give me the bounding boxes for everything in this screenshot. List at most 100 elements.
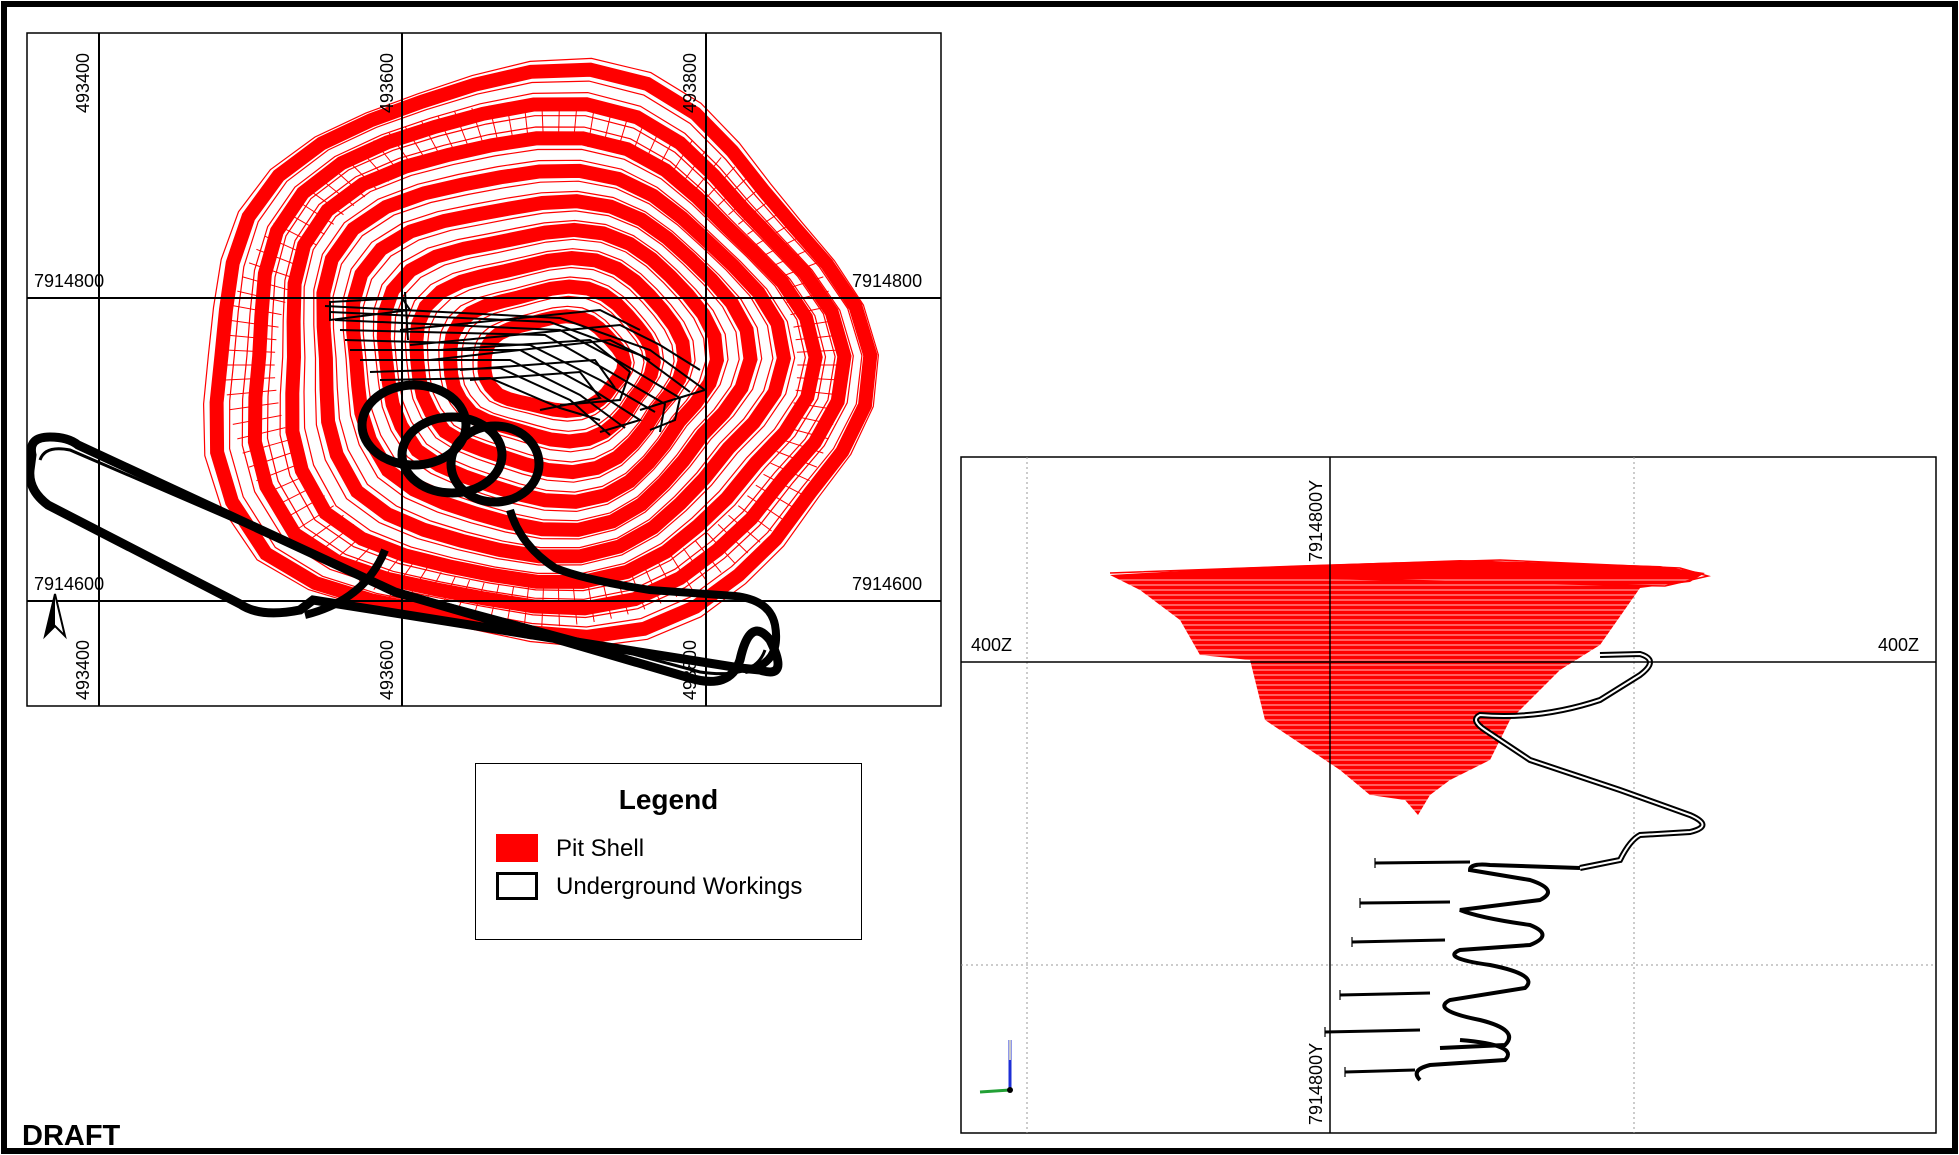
pit-bench-contour — [472, 305, 635, 422]
legend-label-underground-workings: Underground Workings — [556, 873, 803, 900]
pit-bench-tick — [796, 377, 841, 381]
pit-bench-tick — [229, 319, 279, 328]
pit-bench-tick — [763, 235, 802, 257]
pit-bench-tick — [683, 148, 708, 182]
draft-stamp: DRAFT — [22, 1120, 121, 1152]
pit-bench-tick — [256, 248, 302, 268]
pit-bench-contour — [285, 131, 823, 589]
legend-swatch-pit-shell — [496, 834, 538, 862]
pit-bench-tick — [264, 235, 309, 257]
pit-bench-tick — [747, 210, 783, 235]
pit-bench-tick — [305, 187, 344, 216]
section-y-label-top: 7914800Y — [1306, 479, 1326, 562]
pit-bench-tick — [786, 427, 829, 440]
pit-bench-tick — [670, 140, 693, 175]
pit-bench-tick — [232, 414, 282, 425]
pit-bench-tick — [781, 276, 824, 291]
pit-bench-tick — [706, 532, 736, 564]
pit-bench-contour — [266, 115, 836, 600]
pit-bench-tick — [557, 586, 560, 627]
pit-bench-contour — [443, 279, 661, 449]
pit-bench-tick — [790, 305, 834, 316]
pit-bench-tick — [776, 262, 818, 279]
axis-triad-icon — [979, 1040, 1013, 1094]
pit-bench-tick — [248, 262, 296, 279]
pit-bench-tick — [755, 484, 793, 508]
pit-bench-contour — [202, 57, 880, 648]
pit-bench-tick — [793, 402, 837, 411]
pit-bench-tick — [264, 473, 309, 495]
pit-bench-contour — [313, 159, 796, 566]
pit-bench-tick — [523, 102, 529, 143]
pit-bench-tick — [776, 451, 818, 468]
pit-bench-contour — [426, 266, 675, 463]
pit-bench-tick — [793, 319, 837, 328]
pit-bench-contour — [303, 148, 806, 574]
pit-bench-tick — [587, 107, 595, 148]
pit-bench-tick — [747, 495, 783, 520]
plan-grid — [27, 33, 941, 706]
pit-bench-tick — [781, 439, 824, 454]
pit-bench-tick — [616, 115, 629, 154]
pit-bench-tick — [630, 120, 646, 158]
pit-bench-tick — [763, 473, 802, 495]
pit-bench-tick — [737, 505, 772, 532]
pit-bench-tick — [523, 587, 529, 628]
northing-label-right-2: 7914600 — [852, 574, 923, 594]
pit-bench-tick — [657, 132, 678, 169]
pit-bench-tick — [226, 334, 277, 341]
section-view-panel — [960, 456, 1937, 1134]
pit-bench-contour — [209, 62, 878, 644]
pit-bench-tick — [437, 115, 456, 154]
pit-bench-tick — [728, 187, 761, 216]
underground-workings-section — [1324, 650, 1706, 1082]
pit-bench-contour — [241, 91, 854, 619]
pit-bench-tick — [717, 176, 749, 206]
pit-bench-tick — [644, 126, 662, 164]
pit-bench-tick — [225, 377, 276, 381]
pit-bench-tick — [506, 103, 515, 144]
pit-shell-plan — [202, 57, 880, 648]
northing-label-left-2: 7914600 — [34, 574, 105, 594]
section-grid — [961, 457, 1936, 1133]
pit-bench-tick — [226, 389, 277, 396]
legend-title: Legend — [618, 784, 719, 815]
pit-bench-tick — [695, 157, 722, 190]
legend-label-pit-shell: Pit Shell — [556, 835, 645, 862]
pit-bench-tick — [770, 462, 810, 482]
section-y-label-bottom: 7914800Y — [1306, 1042, 1326, 1125]
pit-bench-contour — [477, 309, 632, 419]
pit-bench-tick — [717, 524, 749, 554]
pit-bench-tick — [237, 290, 286, 303]
pit-bench-tick — [644, 566, 662, 604]
pit-bench-tick — [317, 176, 355, 206]
easting-label-top-1: 493400 — [73, 52, 93, 113]
section-z-label-left: 400Z — [971, 635, 1013, 655]
north-arrow-icon — [43, 593, 67, 640]
easting-label-top-3: 493800 — [680, 52, 700, 113]
pit-bench-contour — [438, 276, 665, 453]
pit-bench-tick — [317, 524, 355, 554]
pit-bench-tick — [796, 349, 841, 353]
pit-bench-tick — [305, 514, 344, 543]
pit-bench-tick — [229, 402, 279, 411]
legend-swatch-underground-workings — [496, 872, 538, 900]
pit-bench-tick — [557, 103, 560, 144]
pit-bench-tick — [294, 505, 334, 532]
pit-bench-tick — [294, 198, 334, 225]
pit-bench-tick — [373, 140, 402, 175]
pit-bench-tick — [706, 166, 736, 198]
pit-shell-section — [1109, 559, 1711, 815]
pit-bench-tick — [587, 582, 595, 623]
pit-bench-tick — [273, 222, 317, 246]
pit-bench-tick — [795, 334, 840, 341]
pit-bench-tick — [572, 584, 578, 625]
northing-label-left-1: 7914800 — [34, 271, 105, 291]
pit-bench-tick — [242, 276, 291, 291]
pit-bench-tick — [695, 540, 722, 573]
pit-bench-tick — [330, 532, 366, 564]
section-z-label-right: 400Z — [1878, 635, 1920, 655]
pit-bench-tick — [795, 389, 840, 396]
pit-bench-contour — [316, 163, 792, 564]
pit-bench-contour — [279, 126, 827, 592]
